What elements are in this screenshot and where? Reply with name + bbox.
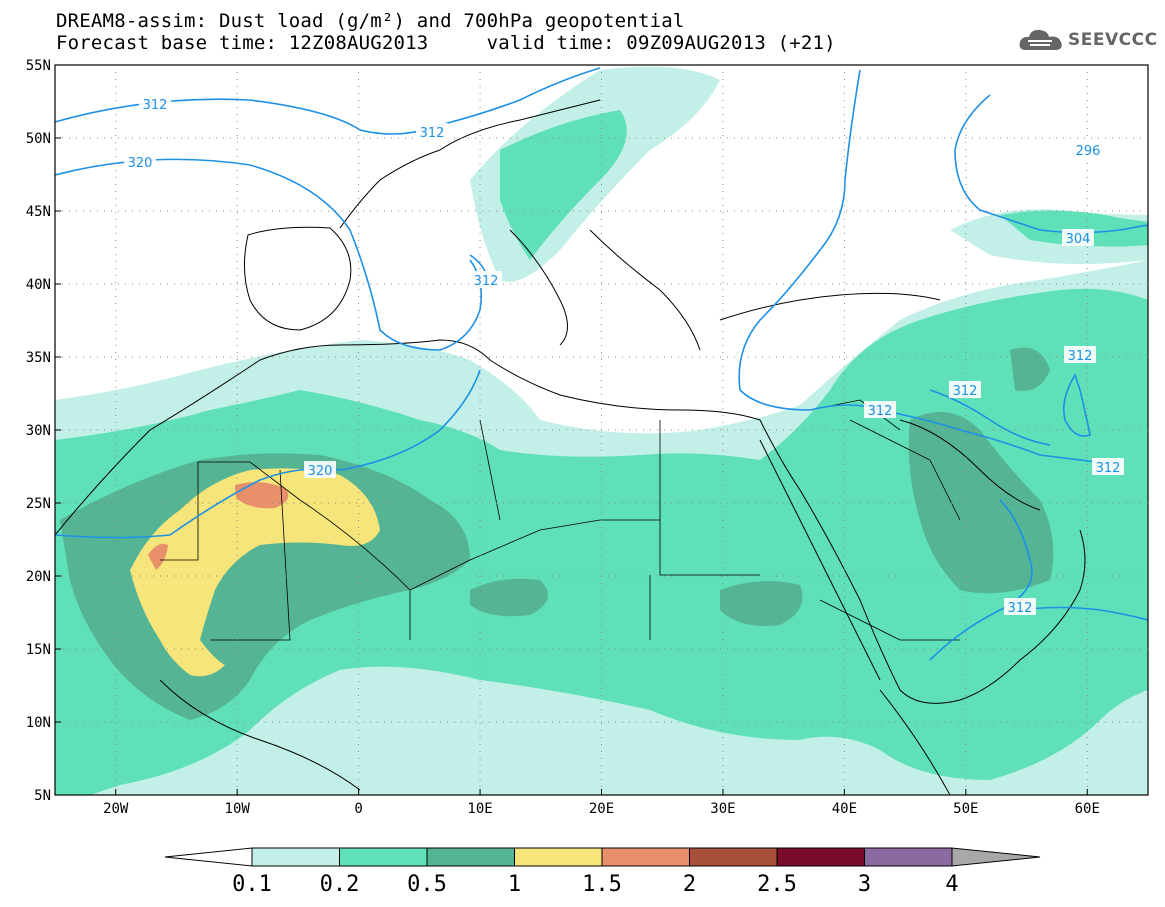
latitude-label: 15N xyxy=(26,642,51,658)
colorbar-tick-label: 4 xyxy=(945,872,958,897)
colorbar-swatch xyxy=(339,847,428,867)
coastlines xyxy=(55,99,1086,795)
latitude-label: 30N xyxy=(26,423,51,439)
dust-region-0.5 xyxy=(1010,347,1050,391)
latitude-label: 50N xyxy=(26,131,51,147)
dust-region-0.2 xyxy=(1000,210,1148,247)
contour-label: 312 xyxy=(1064,346,1096,364)
longitude-label: 60E xyxy=(1075,801,1100,817)
latitude-label: 40N xyxy=(26,277,51,293)
longitude-label: 40E xyxy=(832,801,857,817)
latitude-label: 35N xyxy=(26,350,51,366)
contour-label: 312 xyxy=(470,271,502,289)
colorbar-swatch xyxy=(864,847,953,867)
svg-text:304: 304 xyxy=(1066,232,1091,247)
svg-text:320: 320 xyxy=(128,156,153,171)
contour-label: 296 xyxy=(1072,141,1104,159)
svg-text:312: 312 xyxy=(1096,461,1121,476)
colorbar-tick-label: 1 xyxy=(508,872,521,897)
svg-text:312: 312 xyxy=(143,98,168,113)
colorbar-tick-label: 0.5 xyxy=(407,872,447,897)
dust-region-1.5 xyxy=(148,543,168,570)
longitude-labels: 20W 10W 0 10E 20E 30E 40E 50E 60E xyxy=(103,801,1100,817)
forecast-time-subtitle: Forecast base time: 12Z08AUG2013 valid t… xyxy=(56,32,836,54)
svg-text:312: 312 xyxy=(868,404,893,419)
contour-label: 312 xyxy=(949,381,981,399)
cloud-icon xyxy=(1019,29,1062,50)
colorbar-arrow-right xyxy=(951,847,1041,867)
contour-label: 320 xyxy=(304,461,336,479)
svg-text:312: 312 xyxy=(1068,349,1093,364)
svg-text:312: 312 xyxy=(1008,601,1033,616)
colorbar-swatch xyxy=(601,847,690,867)
colorbar-swatch xyxy=(689,847,778,867)
latitude-label: 10N xyxy=(26,715,51,731)
colorbar-tick-label: 2.5 xyxy=(757,872,797,897)
dust-region-0.5 xyxy=(908,412,1054,594)
map-title: DREAM8-assim: Dust load (g/m²) and 700hP… xyxy=(56,10,685,32)
colorbar-arrow-left xyxy=(164,847,253,867)
longitude-label: 20E xyxy=(589,801,614,817)
latitude-label: 20N xyxy=(26,569,51,585)
colorbar-swatch xyxy=(776,847,865,867)
contour-label: 312 xyxy=(1004,598,1036,616)
latitude-label: 5N xyxy=(34,788,51,804)
longitude-label: 0 xyxy=(354,801,362,817)
latitude-labels: 55N 50N 45N 40N 35N 30N 25N 20N 15N 10N 5N xyxy=(26,58,51,804)
svg-text:312: 312 xyxy=(953,384,978,399)
contour-labels: 312 312 320 312 320 312 312 312 312 312 296 304 xyxy=(124,95,1124,616)
logo-text: SEEVCCC xyxy=(1068,30,1158,50)
longitude-label: 50E xyxy=(953,801,978,817)
latitude-label: 55N xyxy=(26,58,51,74)
colorbar-tick-label: 0.1 xyxy=(232,872,272,897)
svg-text:312: 312 xyxy=(474,274,499,289)
dust-region-0.5 xyxy=(720,581,803,626)
svg-text:320: 320 xyxy=(308,464,333,479)
longitude-label: 30E xyxy=(710,801,735,817)
latitude-label: 45N xyxy=(26,204,51,220)
graticule xyxy=(55,64,1148,796)
contour-label: 312 xyxy=(416,123,448,141)
colorbar-tick-label: 3 xyxy=(858,872,871,897)
contour-label: 312 xyxy=(864,401,896,419)
colorbar-tick-label: 0.2 xyxy=(320,872,360,897)
longitude-label: 10W xyxy=(225,801,251,817)
contour-label: 304 xyxy=(1062,229,1094,247)
colorbar-swatch xyxy=(514,847,603,867)
latitude-label: 25N xyxy=(26,496,51,512)
dust-region-0.2 xyxy=(500,110,627,260)
colorbar-swatch xyxy=(251,847,340,867)
svg-text:312: 312 xyxy=(420,126,445,141)
contour-label: 312 xyxy=(139,95,171,113)
contour-label: 312 xyxy=(1092,458,1124,476)
colorbar-tick-label: 1.5 xyxy=(582,872,622,897)
longitude-label: 10E xyxy=(467,801,492,817)
longitude-label: 20W xyxy=(103,801,129,817)
svg-text:296: 296 xyxy=(1076,144,1101,159)
seevccc-logo: SEEVCCC xyxy=(1018,26,1158,54)
contour-label: 320 xyxy=(124,153,156,171)
dust-region-0.5 xyxy=(470,578,548,617)
colorbar-swatch xyxy=(426,847,515,867)
dust-region-1.5 xyxy=(235,482,289,509)
colorbar-tick-label: 2 xyxy=(683,872,696,897)
